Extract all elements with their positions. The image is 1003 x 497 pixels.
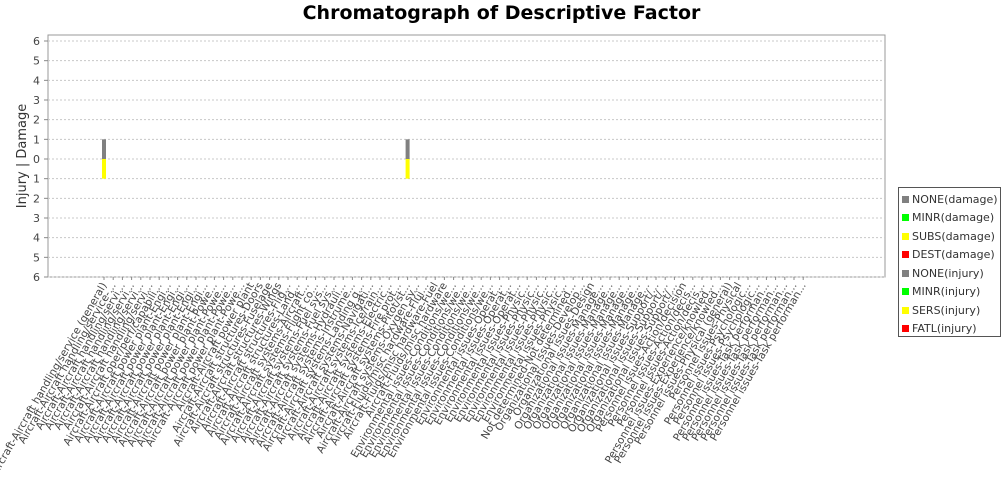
legend-swatch [902, 269, 909, 277]
y-tick-label: 1 [33, 173, 40, 186]
legend-swatch [902, 195, 909, 203]
y-tick-label: 5 [33, 55, 40, 68]
y-tick-label: 6 [33, 271, 40, 284]
y-tick-label: 4 [33, 232, 40, 245]
legend-label: MINR(damage) [912, 211, 995, 225]
legend-label: DEST(damage) [912, 248, 995, 262]
legend-item: MINR(injury) [899, 283, 1000, 302]
chart-title: Chromatograph of Descriptive Factor [302, 2, 701, 24]
bars [102, 139, 410, 179]
legend-item: SUBS(damage) [899, 227, 1000, 246]
x-axis-ticks: Aircraft-Aircraft handling/service (gene… [0, 277, 809, 479]
legend-label: SERS(injury) [912, 303, 981, 317]
y-tick-label: 1 [33, 133, 40, 146]
plot-area [47, 34, 886, 278]
legend-label: FATL(injury) [912, 322, 977, 336]
y-tick-label: 2 [33, 192, 40, 205]
y-tick-label: 2 [33, 114, 40, 127]
legend-label: SUBS(damage) [912, 229, 995, 243]
y-axis-ticks: 6 5 4 3 2 1 0 1 2 3 4 5 6 [33, 35, 48, 284]
legend-item: FATL(injury) [899, 320, 1000, 339]
legend-swatch [902, 306, 909, 314]
legend-item: SERS(injury) [899, 301, 1000, 320]
legend-label: MINR(injury) [912, 285, 981, 299]
legend-label: NONE(damage) [912, 192, 998, 206]
y-axis-label: Injury | Damage [15, 104, 30, 208]
y-tick-label: 5 [33, 251, 40, 264]
bar-none-damage [405, 139, 410, 159]
legend-swatch [902, 325, 909, 333]
bar-sers-injury [102, 159, 106, 179]
legend-swatch [902, 214, 909, 222]
legend: NONE(damage) MINR(damage) SUBS(damage) DEST… [898, 187, 1001, 337]
bar-none-damage [102, 139, 106, 159]
legend-swatch [902, 232, 909, 240]
grid-lines [48, 40, 885, 278]
y-tick-label: 0 [33, 153, 40, 166]
y-tick-label: 3 [33, 94, 40, 107]
bar-sers-injury [405, 159, 410, 179]
legend-item: DEST(damage) [899, 246, 1000, 265]
legend-swatch [902, 251, 909, 259]
legend-item: MINR(damage) [899, 209, 1000, 228]
legend-label: NONE(injury) [912, 266, 984, 280]
legend-item: NONE(injury) [899, 264, 1000, 283]
y-tick-label: 6 [33, 35, 40, 48]
y-tick-label: 4 [33, 74, 40, 87]
y-tick-label: 3 [33, 212, 40, 225]
legend-swatch [902, 288, 909, 296]
legend-item: NONE(damage) [899, 190, 1000, 209]
